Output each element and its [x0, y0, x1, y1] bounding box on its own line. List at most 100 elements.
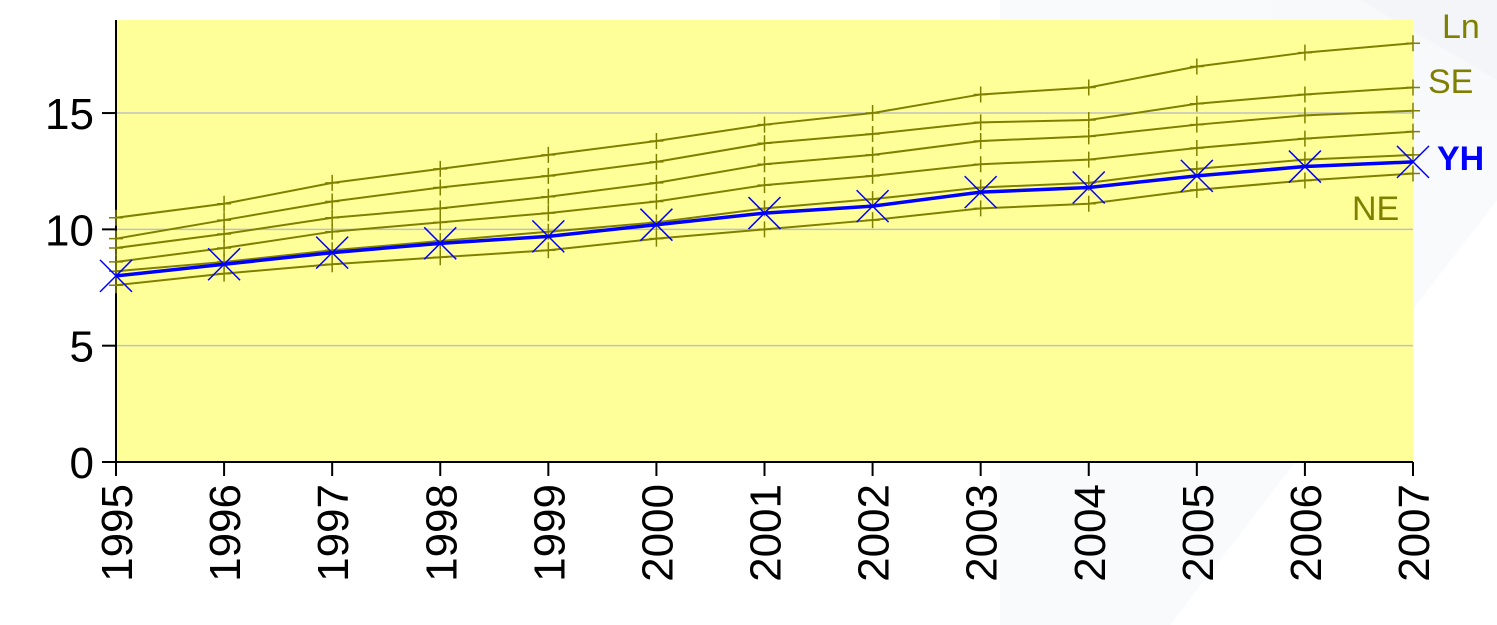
data-point — [433, 214, 448, 231]
y-tick-label: 0 — [70, 439, 94, 488]
data-point — [1081, 79, 1096, 96]
data-point — [109, 277, 123, 294]
plot-background — [116, 20, 1413, 462]
series-ne — [109, 165, 1420, 294]
x-tick-label: 2004 — [1066, 484, 1115, 582]
data-point — [865, 212, 880, 229]
data-point — [1189, 139, 1204, 156]
data-point — [747, 196, 782, 230]
data-point — [541, 167, 556, 184]
data-point — [964, 175, 998, 209]
series-yh — [99, 145, 1430, 293]
data-point — [1189, 116, 1204, 133]
data-point — [1406, 123, 1420, 140]
data-point — [1406, 35, 1420, 52]
data-point — [757, 221, 772, 238]
data-point — [433, 200, 448, 217]
x-tick-label: 1999 — [525, 484, 574, 582]
data-point — [639, 208, 673, 242]
x-tick-label: 2005 — [1174, 484, 1223, 582]
data-point — [1297, 130, 1312, 147]
data-point — [423, 226, 457, 260]
series-3 — [109, 123, 1420, 270]
data-point — [531, 219, 565, 253]
data-point — [217, 226, 232, 243]
data-point — [541, 242, 556, 259]
data-point — [325, 256, 340, 273]
data-point — [217, 195, 232, 212]
x-tick-label: 2003 — [958, 484, 1007, 582]
data-point — [1297, 107, 1312, 124]
data-point — [1406, 165, 1420, 182]
data-point — [1081, 128, 1096, 145]
data-point — [217, 212, 232, 229]
data-point — [99, 259, 133, 293]
data-point — [433, 179, 448, 196]
data-point — [433, 249, 448, 266]
data-point — [865, 105, 880, 122]
data-point — [1297, 172, 1312, 189]
data-point — [1406, 79, 1420, 96]
series-labels: Ln SE YH NE — [1352, 8, 1484, 228]
data-point — [1081, 195, 1096, 212]
data-point — [865, 125, 880, 142]
data-point — [325, 174, 340, 191]
data-point — [649, 230, 664, 247]
x-tick-label: 1995 — [93, 484, 142, 582]
data-point — [757, 177, 772, 194]
data-point — [541, 188, 556, 205]
data-point — [973, 200, 988, 217]
series-layer — [99, 35, 1430, 294]
data-point — [757, 116, 772, 133]
data-point — [541, 205, 556, 222]
data-point — [1189, 58, 1204, 75]
data-point — [856, 189, 890, 223]
data-point — [1406, 102, 1420, 119]
x-tick-label: 2002 — [850, 484, 899, 582]
data-point — [1288, 150, 1322, 184]
y-tick-label: 5 — [70, 323, 94, 372]
data-point — [649, 132, 664, 149]
data-point — [973, 132, 988, 149]
data-point — [1396, 145, 1430, 179]
y-tick-label: 10 — [45, 206, 94, 255]
data-point — [973, 156, 988, 173]
data-point — [433, 233, 448, 249]
x-tick-label: 2000 — [633, 484, 682, 582]
data-point — [433, 160, 448, 177]
series-2 — [109, 102, 1420, 256]
data-point — [649, 174, 664, 191]
data-point — [315, 236, 349, 270]
data-point — [1406, 146, 1420, 163]
data-point — [1180, 159, 1214, 193]
plot-area — [116, 20, 1413, 462]
series-label-yh: YH — [1437, 140, 1484, 178]
series-se — [109, 79, 1420, 247]
data-point — [1297, 86, 1312, 103]
series-label-se: SE — [1428, 63, 1473, 101]
data-point — [1081, 151, 1096, 168]
data-point — [109, 239, 123, 256]
data-point — [541, 146, 556, 163]
x-tick-label: 2006 — [1282, 484, 1331, 582]
x-tick-label: 2007 — [1390, 484, 1439, 582]
x-tick-label: 1998 — [417, 484, 466, 582]
data-point — [217, 265, 232, 282]
data-point — [757, 135, 772, 152]
data-point — [973, 114, 988, 131]
data-point — [1072, 170, 1106, 205]
data-point — [1297, 44, 1312, 61]
data-point — [325, 223, 340, 240]
data-point — [865, 167, 880, 184]
x-tick-label: 1996 — [201, 484, 250, 582]
series-label-ln: Ln — [1442, 8, 1480, 46]
data-point — [649, 193, 664, 210]
data-point — [973, 86, 988, 103]
x-tick-label: 2001 — [742, 484, 791, 582]
x-tick-label: 1997 — [309, 484, 358, 582]
data-point — [207, 247, 241, 281]
data-point — [1189, 95, 1204, 112]
series-ln — [109, 35, 1420, 226]
data-point — [217, 239, 232, 256]
